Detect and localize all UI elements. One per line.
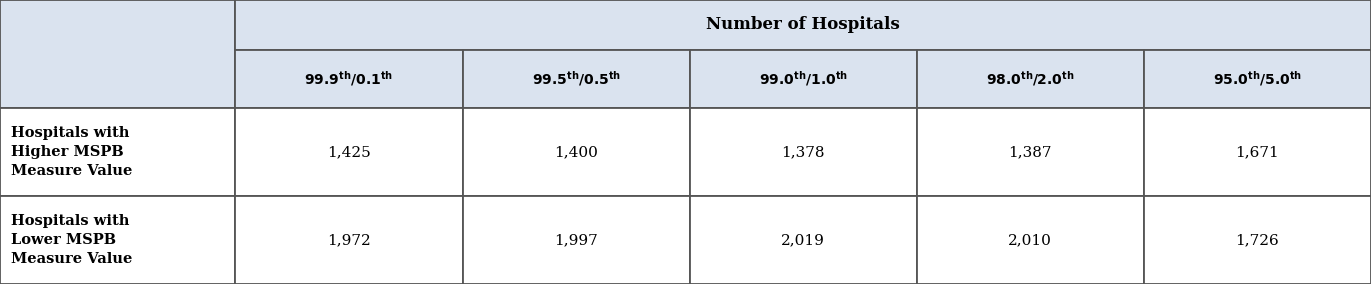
Text: 1,997: 1,997: [554, 233, 598, 247]
Text: 1,387: 1,387: [1009, 145, 1052, 159]
Text: Number of Hospitals: Number of Hospitals: [706, 16, 901, 33]
Text: 98.0$^{\mathbf{th}}$/2.0$^{\mathbf{th}}$: 98.0$^{\mathbf{th}}$/2.0$^{\mathbf{th}}$: [986, 69, 1075, 88]
Bar: [236, 108, 462, 196]
Text: 99.5$^{\mathbf{th}}$/0.5$^{\mathbf{th}}$: 99.5$^{\mathbf{th}}$/0.5$^{\mathbf{th}}$: [532, 69, 621, 88]
Bar: [917, 50, 1143, 108]
Bar: [690, 50, 917, 108]
Text: Hospitals with
Higher MSPB
Measure Value: Hospitals with Higher MSPB Measure Value: [11, 126, 133, 178]
Text: 1,972: 1,972: [328, 233, 370, 247]
Bar: [236, 196, 462, 284]
Bar: [690, 196, 917, 284]
Bar: [1143, 108, 1371, 196]
Bar: [1143, 196, 1371, 284]
Bar: [236, 0, 1371, 50]
Bar: [462, 108, 690, 196]
Bar: [690, 108, 917, 196]
Bar: [0, 196, 236, 284]
Bar: [917, 108, 1143, 196]
Text: 2,019: 2,019: [781, 233, 825, 247]
Text: 1,378: 1,378: [781, 145, 825, 159]
Text: 1,400: 1,400: [554, 145, 598, 159]
Bar: [917, 196, 1143, 284]
Bar: [462, 50, 690, 108]
Bar: [236, 50, 462, 108]
Text: 99.0$^{\mathbf{th}}$/1.0$^{\mathbf{th}}$: 99.0$^{\mathbf{th}}$/1.0$^{\mathbf{th}}$: [758, 69, 847, 88]
Text: 1,425: 1,425: [328, 145, 370, 159]
Text: 99.9$^{\mathbf{th}}$/0.1$^{\mathbf{th}}$: 99.9$^{\mathbf{th}}$/0.1$^{\mathbf{th}}$: [304, 69, 393, 88]
Text: 1,726: 1,726: [1235, 233, 1279, 247]
Bar: [1143, 50, 1371, 108]
Bar: [0, 0, 236, 108]
Bar: [0, 108, 236, 196]
Text: 95.0$^{\mathbf{th}}$/5.0$^{\mathbf{th}}$: 95.0$^{\mathbf{th}}$/5.0$^{\mathbf{th}}$: [1213, 69, 1302, 88]
Text: 2,010: 2,010: [1009, 233, 1053, 247]
Bar: [462, 196, 690, 284]
Text: 1,671: 1,671: [1235, 145, 1279, 159]
Text: Hospitals with
Lower MSPB
Measure Value: Hospitals with Lower MSPB Measure Value: [11, 214, 133, 266]
